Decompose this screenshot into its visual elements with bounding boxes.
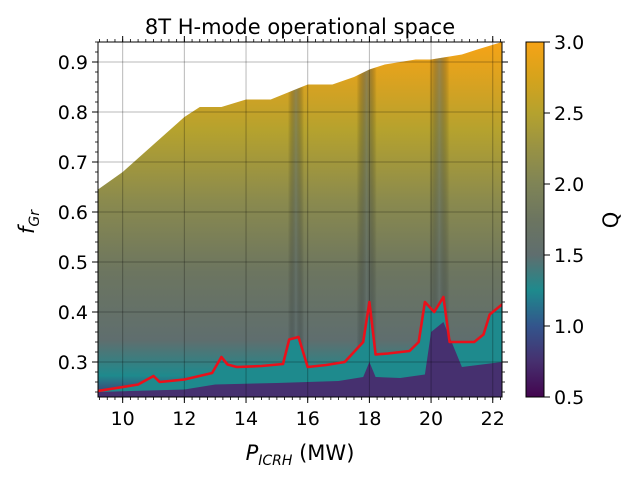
y-tick-label: 0.3 xyxy=(58,352,88,374)
y-tick-label: 0.4 xyxy=(58,302,88,324)
x-axis: 10 12 14 16 18 20 22 xyxy=(99,36,505,430)
colorbar: 0.5 1.0 1.5 2.0 2.5 3.0 Q xyxy=(525,32,623,409)
x-axis-label: PICRH (MW) xyxy=(246,441,355,469)
q-field-ridges xyxy=(98,42,502,397)
y-tick-label: 0.8 xyxy=(58,102,88,124)
grid xyxy=(98,42,502,397)
x-tick-label: 18 xyxy=(357,408,381,430)
x-tick-label: 10 xyxy=(111,408,135,430)
x-tick-label: 22 xyxy=(481,408,505,430)
x-tick-label: 12 xyxy=(172,408,196,430)
y-axis: 0.3 0.4 0.5 0.6 0.7 0.8 0.9 xyxy=(58,41,508,393)
y-tick-label: 0.9 xyxy=(58,52,88,74)
colorbar-label: Q xyxy=(599,212,623,229)
colorbar-tick-label: 3.0 xyxy=(554,32,584,54)
colorbar-gradient xyxy=(526,42,544,397)
y-tick-label: 0.7 xyxy=(58,152,88,174)
y-tick-label: 0.5 xyxy=(58,252,88,274)
q-floor-band xyxy=(98,322,502,397)
q-equals-1-contour xyxy=(98,295,502,393)
colorbar-tick-label: 2.0 xyxy=(554,174,584,196)
y-axis-label: fGr xyxy=(15,209,43,234)
y-tick-label: 0.6 xyxy=(58,202,88,224)
colorbar-tick-label: 2.5 xyxy=(554,103,584,125)
chart-title: 8T H-mode operational space xyxy=(145,15,455,39)
q-low-band xyxy=(98,297,502,397)
colorbar-frame xyxy=(525,41,545,398)
x-tick-label: 14 xyxy=(234,408,258,430)
x-tick-label: 20 xyxy=(419,408,443,430)
x-tick-label: 16 xyxy=(296,408,320,430)
colorbar-tick-label: 1.5 xyxy=(554,245,584,267)
plot-area xyxy=(98,42,502,397)
colorbar-tick-label: 1.0 xyxy=(554,316,584,338)
colorbar-tick-label: 0.5 xyxy=(554,387,584,409)
colorbar-ticks: 0.5 1.0 1.5 2.0 2.5 3.0 xyxy=(544,32,584,409)
